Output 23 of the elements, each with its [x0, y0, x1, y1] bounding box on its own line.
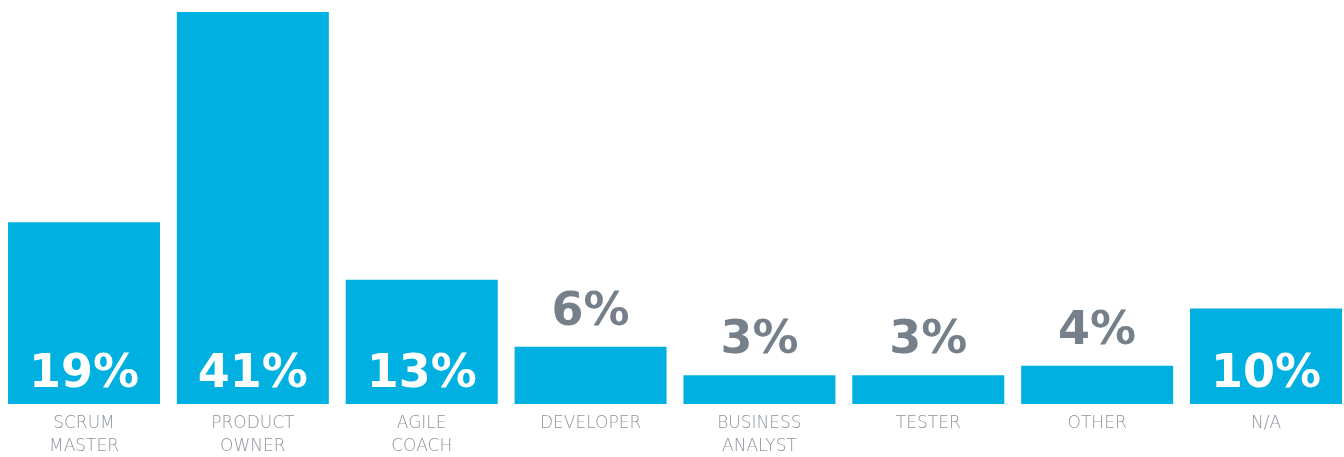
bar [852, 375, 1005, 404]
x-tick-label: OTHER [1067, 411, 1127, 432]
x-tick-label: N/A [1250, 411, 1282, 432]
bar [176, 12, 329, 404]
bar [514, 346, 667, 404]
data-label: 19% [28, 344, 140, 398]
data-label: 13% [366, 344, 477, 398]
data-label: 4% [1058, 300, 1137, 355]
x-tick-label: DEVELOPER [539, 411, 642, 432]
data-label: 41% [197, 344, 308, 398]
x-tick-label: SCRUM MASTER [48, 411, 119, 455]
bar [683, 375, 836, 404]
data-label: 3% [889, 310, 968, 365]
bar [345, 279, 498, 404]
x-tick-label: BUSINESS ANALYST [717, 411, 802, 455]
bar [8, 222, 160, 404]
data-label: 6% [551, 281, 630, 336]
data-label: 10% [1210, 344, 1322, 398]
data-label: 3% [720, 310, 799, 365]
x-tick-label: AGILE COACH [391, 411, 453, 455]
x-tick-label: PRODUCT OWNER [211, 411, 296, 455]
x-tick-label: TESTER [895, 411, 961, 432]
bar [1021, 365, 1174, 404]
